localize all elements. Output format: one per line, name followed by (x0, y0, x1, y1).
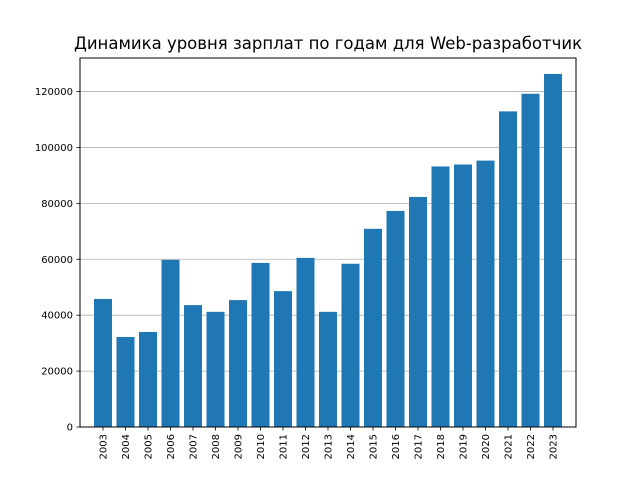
x-tick-label: 2004 (121, 434, 132, 459)
x-tick-label: 2011 (279, 434, 290, 459)
y-tick-label: 80000 (41, 199, 73, 210)
bar-2006 (161, 259, 180, 427)
bar-2014 (341, 263, 360, 427)
y-tick-label: 0 (67, 423, 73, 434)
x-tick-label: 2019 (459, 434, 470, 459)
x-tick-label: 2022 (526, 434, 537, 459)
bar-2017 (409, 196, 427, 427)
bar-2009 (229, 300, 247, 427)
x-tick-label: 2009 (234, 434, 245, 459)
x-tick-label: 2012 (301, 434, 312, 459)
x-tick-label: 2005 (144, 434, 155, 459)
bar-2003 (94, 298, 112, 427)
x-tick-label: 2015 (369, 434, 380, 459)
x-tick-label: 2020 (481, 434, 492, 459)
bar-2018 (431, 166, 450, 428)
bar-2008 (206, 311, 225, 427)
y-tick-label: 40000 (41, 311, 73, 322)
y-tick-label: 120000 (35, 87, 73, 98)
x-tick-label: 2017 (414, 434, 425, 459)
bar-2004 (116, 336, 135, 427)
bar-2021 (499, 111, 517, 427)
bar-2005 (139, 331, 157, 427)
bar-2023 (544, 73, 562, 428)
x-tick-label: 2007 (189, 434, 200, 459)
bar-2013 (319, 311, 337, 427)
x-tick-label: 2021 (504, 434, 515, 459)
x-tick-label: 2018 (436, 434, 447, 459)
y-tick-label: 20000 (41, 367, 73, 378)
x-tick-label: 2016 (391, 434, 402, 459)
x-tick-label: 2023 (549, 434, 560, 459)
bar-2011 (274, 291, 292, 427)
bar-2012 (296, 257, 315, 427)
chart-title: Динамика уровня зарплат по годам для Web… (74, 34, 582, 53)
bar-2015 (364, 228, 382, 427)
bar-2016 (386, 210, 405, 427)
x-tick-label: 2006 (166, 434, 177, 459)
x-axis: 2003 2004 2005 2006 2007 2008 2009 2010 2011 2012… (99, 427, 560, 459)
x-tick-label: 2014 (346, 434, 357, 459)
bar-2020 (476, 160, 495, 427)
bars (94, 73, 562, 428)
x-tick-label: 2010 (256, 434, 267, 459)
x-tick-label: 2008 (211, 434, 222, 459)
y-tick-label: 100000 (35, 143, 73, 154)
bar-2019 (454, 164, 472, 427)
bar-2007 (184, 305, 202, 427)
bar-2010 (251, 262, 270, 427)
y-axis: 0 20000 40000 60000 80000 100000 120000 (35, 87, 80, 434)
x-tick-label: 2003 (99, 434, 110, 459)
bar-2022 (521, 93, 540, 428)
x-tick-label: 2013 (324, 434, 335, 459)
y-tick-label: 60000 (41, 255, 73, 266)
